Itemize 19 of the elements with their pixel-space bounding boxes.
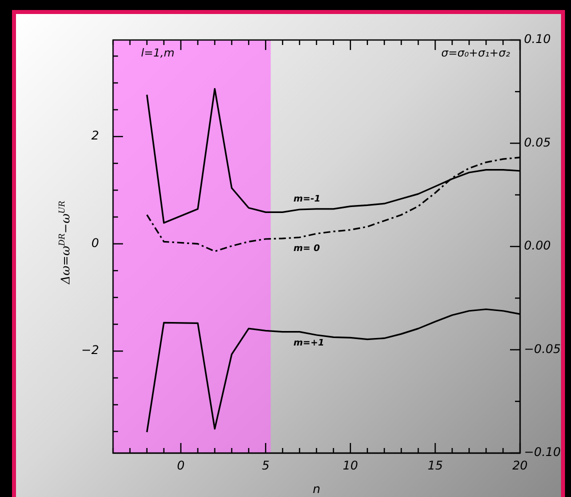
series-label: m=-1 <box>294 194 320 204</box>
x-tick-label: 20 <box>512 458 528 472</box>
y-tick-label: 2 <box>91 128 99 143</box>
y2-tick-label: −0.05 <box>524 342 561 356</box>
x-tick-label: 15 <box>428 458 443 472</box>
x-tick-label: 5 <box>262 458 270 472</box>
x-tick-label: 0 <box>177 458 186 472</box>
series-label: m= 0 <box>294 244 320 254</box>
y-tick-label: 0 <box>91 236 100 250</box>
y2-tick-label: 0.00 <box>524 238 552 253</box>
annotation: l=1,m <box>141 46 174 60</box>
x-tick-label: 10 <box>342 458 358 472</box>
y2-tick-label: 0.10 <box>524 32 552 46</box>
y2-tick-label: 0.05 <box>524 135 551 150</box>
x-axis-title: n <box>312 482 320 496</box>
y-tick-label: −2 <box>81 343 99 358</box>
y2-tick-label: −0.10 <box>524 445 562 460</box>
annotation: σ=σ₀+σ₁+σ₂ <box>441 46 511 60</box>
series-label: m=+1 <box>294 338 324 349</box>
